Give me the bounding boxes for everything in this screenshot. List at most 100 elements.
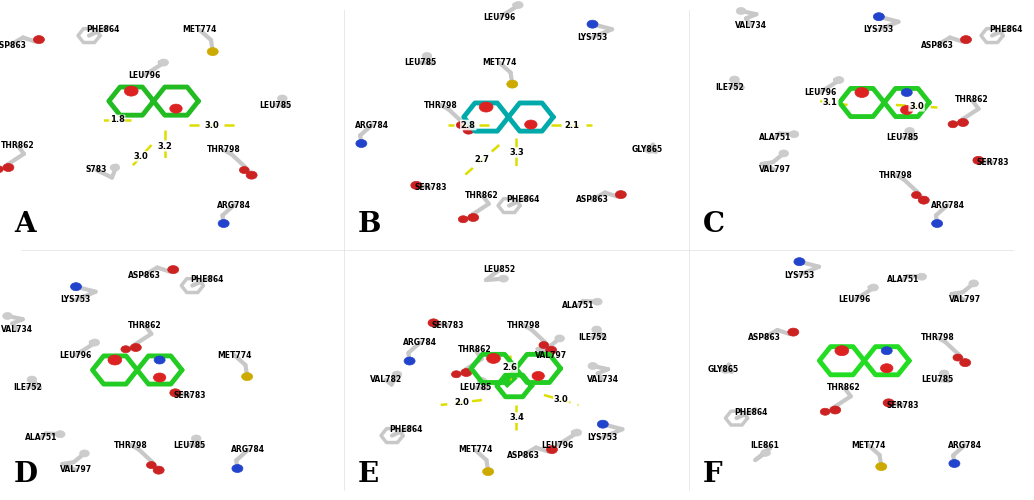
Circle shape	[3, 312, 12, 320]
Text: C: C	[702, 210, 725, 238]
Text: MET774: MET774	[183, 26, 217, 35]
Circle shape	[467, 214, 479, 222]
Text: SER783: SER783	[976, 158, 1009, 167]
Circle shape	[546, 346, 556, 354]
Text: THR862: THR862	[0, 140, 34, 149]
Circle shape	[90, 339, 99, 346]
Text: ILE752: ILE752	[578, 333, 607, 342]
Text: B: B	[358, 210, 382, 238]
Text: MET774: MET774	[851, 440, 885, 450]
Text: 2.1: 2.1	[565, 120, 579, 130]
Text: LEU796: LEU796	[60, 350, 92, 360]
Text: THR798: THR798	[114, 440, 148, 450]
Circle shape	[948, 120, 957, 128]
Text: ASP863: ASP863	[749, 333, 781, 342]
Text: 3.1: 3.1	[823, 98, 838, 107]
Circle shape	[232, 464, 243, 472]
Text: SER783: SER783	[886, 400, 919, 409]
Text: ILE752: ILE752	[13, 383, 42, 392]
Circle shape	[514, 2, 523, 8]
Circle shape	[932, 220, 943, 228]
Text: SER783: SER783	[173, 390, 206, 400]
Circle shape	[422, 52, 432, 60]
Circle shape	[461, 368, 472, 376]
Circle shape	[721, 366, 730, 374]
Circle shape	[969, 280, 978, 287]
Text: 2.0: 2.0	[454, 398, 468, 407]
Circle shape	[392, 371, 402, 378]
Circle shape	[912, 192, 921, 198]
Text: LEU785: LEU785	[886, 133, 919, 142]
Text: 3.2: 3.2	[158, 142, 173, 151]
Circle shape	[779, 150, 789, 157]
Circle shape	[170, 104, 182, 113]
Text: ARG784: ARG784	[948, 440, 982, 450]
Circle shape	[207, 48, 218, 56]
Circle shape	[463, 126, 474, 134]
Circle shape	[794, 258, 804, 266]
Text: VAL734: VAL734	[586, 376, 618, 384]
Text: 3.0: 3.0	[133, 152, 149, 161]
Text: THR798: THR798	[207, 146, 241, 154]
Circle shape	[834, 346, 849, 356]
Text: THR798: THR798	[920, 333, 954, 342]
Circle shape	[905, 128, 914, 134]
Circle shape	[356, 140, 367, 147]
Text: LEU785: LEU785	[260, 100, 292, 110]
Circle shape	[881, 364, 893, 372]
Circle shape	[587, 20, 598, 28]
Text: ILE861: ILE861	[751, 440, 779, 450]
Text: ASP863: ASP863	[921, 40, 953, 50]
Circle shape	[456, 122, 466, 128]
Circle shape	[881, 346, 892, 354]
Text: 1.8: 1.8	[110, 116, 124, 124]
Text: THR862: THR862	[465, 190, 498, 200]
Circle shape	[615, 190, 627, 198]
Circle shape	[154, 356, 165, 364]
Text: 3.3: 3.3	[509, 148, 524, 157]
Circle shape	[761, 450, 770, 456]
Text: THR862: THR862	[128, 320, 161, 330]
Text: SER783: SER783	[415, 183, 447, 192]
Circle shape	[479, 102, 493, 112]
Circle shape	[855, 88, 869, 98]
Circle shape	[960, 358, 971, 366]
Text: ASP863: ASP863	[0, 40, 27, 50]
Circle shape	[598, 420, 608, 428]
Circle shape	[498, 275, 509, 282]
Circle shape	[147, 462, 156, 468]
Text: PHE864: PHE864	[190, 276, 223, 284]
Text: THR862: THR862	[827, 383, 861, 392]
Text: PHE864: PHE864	[990, 26, 1023, 35]
Text: LYS753: LYS753	[61, 296, 91, 304]
Circle shape	[487, 354, 500, 364]
Text: ARG784: ARG784	[403, 338, 437, 347]
Circle shape	[949, 460, 960, 468]
Text: 3.4: 3.4	[509, 413, 524, 422]
Text: THR862: THR862	[458, 346, 492, 354]
Circle shape	[410, 182, 422, 190]
Text: VAL797: VAL797	[535, 350, 567, 360]
Text: LEU796: LEU796	[483, 13, 515, 22]
Text: ALA751: ALA751	[562, 300, 595, 310]
Circle shape	[730, 76, 739, 83]
Circle shape	[80, 450, 89, 457]
Circle shape	[478, 378, 487, 384]
Circle shape	[592, 298, 602, 305]
Circle shape	[901, 106, 913, 114]
Text: PHE864: PHE864	[734, 408, 767, 417]
Circle shape	[820, 408, 830, 415]
Text: THR798: THR798	[879, 170, 913, 179]
Circle shape	[507, 80, 518, 88]
Text: 2.6: 2.6	[503, 363, 517, 372]
Text: VAL734: VAL734	[1, 326, 33, 334]
Circle shape	[524, 120, 537, 129]
Circle shape	[533, 372, 545, 380]
Text: VAL797: VAL797	[759, 166, 791, 174]
Circle shape	[218, 220, 230, 228]
Circle shape	[572, 429, 582, 436]
Text: F: F	[702, 460, 722, 487]
Circle shape	[159, 59, 169, 66]
Circle shape	[961, 36, 972, 44]
Circle shape	[918, 196, 930, 204]
